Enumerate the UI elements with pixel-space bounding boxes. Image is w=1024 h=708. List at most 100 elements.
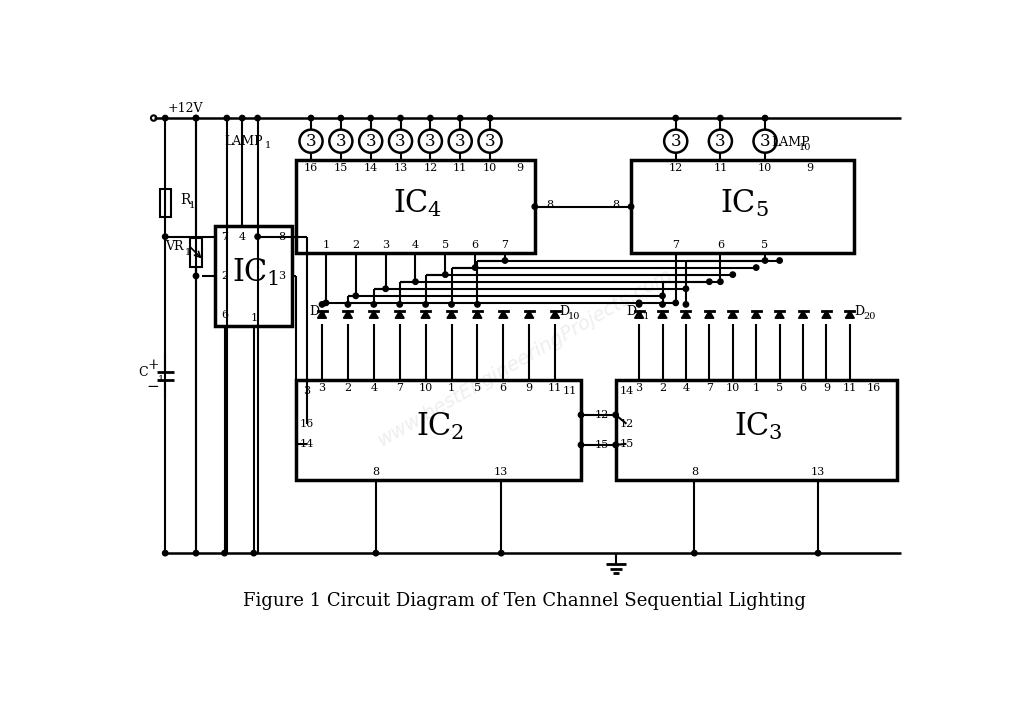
Text: 11: 11 bbox=[638, 312, 651, 321]
Text: 3: 3 bbox=[671, 132, 681, 149]
Text: Figure 1 Circuit Diagram of Ten Channel Sequential Lighting: Figure 1 Circuit Diagram of Ten Channel … bbox=[244, 592, 806, 610]
Circle shape bbox=[449, 302, 455, 307]
Text: 4: 4 bbox=[239, 232, 246, 241]
Circle shape bbox=[458, 115, 463, 121]
Circle shape bbox=[428, 115, 433, 121]
Circle shape bbox=[499, 550, 504, 556]
Text: 16: 16 bbox=[304, 163, 318, 173]
Text: D: D bbox=[854, 305, 864, 318]
Circle shape bbox=[240, 115, 245, 121]
Polygon shape bbox=[343, 311, 352, 318]
Text: IC: IC bbox=[417, 411, 452, 442]
Polygon shape bbox=[395, 311, 404, 318]
Text: R: R bbox=[180, 193, 191, 207]
Circle shape bbox=[613, 442, 618, 447]
Text: 16: 16 bbox=[866, 382, 881, 392]
Text: 20: 20 bbox=[863, 312, 876, 321]
Circle shape bbox=[194, 115, 199, 121]
Text: D: D bbox=[560, 305, 569, 318]
Text: 1: 1 bbox=[323, 240, 330, 250]
Polygon shape bbox=[447, 311, 456, 318]
Circle shape bbox=[251, 550, 256, 556]
Polygon shape bbox=[524, 311, 534, 318]
Text: 5: 5 bbox=[762, 240, 769, 250]
Bar bbox=[215, 226, 292, 326]
Text: IC: IC bbox=[721, 188, 756, 219]
Circle shape bbox=[659, 293, 666, 299]
Circle shape bbox=[224, 115, 229, 121]
Circle shape bbox=[255, 115, 260, 121]
Text: 1: 1 bbox=[447, 382, 455, 392]
Text: 7: 7 bbox=[706, 382, 713, 392]
Text: 3: 3 bbox=[366, 132, 376, 149]
Text: 10: 10 bbox=[799, 143, 811, 152]
Text: 11: 11 bbox=[714, 163, 727, 173]
Circle shape bbox=[308, 115, 313, 121]
Circle shape bbox=[683, 302, 688, 307]
Text: 12: 12 bbox=[423, 163, 437, 173]
Polygon shape bbox=[658, 311, 667, 318]
Text: www.bestEngineeringProjects.com: www.bestEngineeringProjects.com bbox=[374, 265, 676, 450]
Text: IC: IC bbox=[232, 256, 267, 287]
Bar bbox=[631, 161, 854, 253]
Text: 1: 1 bbox=[322, 312, 328, 321]
Bar bbox=[296, 380, 581, 480]
Text: 7: 7 bbox=[396, 382, 403, 392]
Polygon shape bbox=[775, 311, 784, 318]
Circle shape bbox=[397, 302, 402, 307]
Circle shape bbox=[255, 234, 260, 239]
Polygon shape bbox=[370, 311, 378, 318]
Text: 1: 1 bbox=[185, 248, 191, 256]
Text: 1: 1 bbox=[264, 142, 270, 150]
Text: 11: 11 bbox=[843, 382, 857, 392]
Circle shape bbox=[163, 234, 168, 239]
Text: 2: 2 bbox=[352, 240, 359, 250]
Text: 9: 9 bbox=[806, 163, 813, 173]
Circle shape bbox=[163, 550, 168, 556]
Text: 10: 10 bbox=[568, 312, 581, 321]
Circle shape bbox=[636, 302, 642, 307]
Circle shape bbox=[718, 115, 723, 121]
Text: 7: 7 bbox=[502, 240, 509, 250]
Polygon shape bbox=[799, 311, 808, 318]
Text: 3: 3 bbox=[382, 240, 389, 250]
Circle shape bbox=[413, 279, 418, 285]
Text: IC: IC bbox=[734, 411, 769, 442]
Circle shape bbox=[532, 204, 538, 210]
Text: 3: 3 bbox=[636, 382, 643, 392]
Polygon shape bbox=[473, 311, 482, 318]
Text: 3: 3 bbox=[306, 132, 316, 149]
Circle shape bbox=[613, 412, 618, 418]
Text: 10: 10 bbox=[419, 382, 433, 392]
Text: 5: 5 bbox=[474, 382, 481, 392]
Text: 10: 10 bbox=[758, 163, 772, 173]
Circle shape bbox=[683, 286, 688, 292]
Bar bbox=[189, 238, 202, 268]
Bar bbox=[615, 380, 897, 480]
Text: 15: 15 bbox=[595, 440, 609, 450]
Circle shape bbox=[754, 265, 759, 270]
Bar bbox=[160, 189, 171, 217]
Text: 5: 5 bbox=[776, 382, 783, 392]
Text: 11: 11 bbox=[548, 382, 562, 392]
Circle shape bbox=[579, 442, 584, 447]
Text: 1: 1 bbox=[158, 375, 164, 384]
Circle shape bbox=[345, 302, 350, 307]
Text: 6: 6 bbox=[472, 240, 478, 250]
Polygon shape bbox=[421, 311, 430, 318]
Text: VR: VR bbox=[165, 240, 183, 253]
Text: 3: 3 bbox=[425, 132, 435, 149]
Circle shape bbox=[194, 550, 199, 556]
Circle shape bbox=[487, 115, 493, 121]
Text: 4: 4 bbox=[371, 382, 378, 392]
Text: 1: 1 bbox=[189, 201, 196, 210]
Circle shape bbox=[815, 550, 820, 556]
Text: 3: 3 bbox=[768, 424, 782, 443]
Text: 5: 5 bbox=[755, 201, 768, 220]
Text: 9: 9 bbox=[525, 382, 532, 392]
Polygon shape bbox=[752, 311, 761, 318]
Text: −: − bbox=[146, 379, 159, 394]
Text: 1: 1 bbox=[250, 313, 257, 324]
Text: 16: 16 bbox=[300, 418, 314, 429]
Text: 2: 2 bbox=[344, 382, 351, 392]
